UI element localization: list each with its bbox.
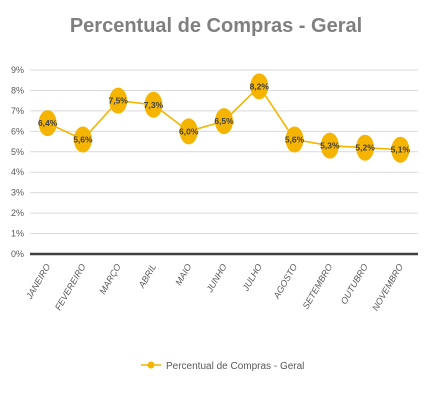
data-label: 6,4% [38, 118, 58, 128]
x-tick-label: ABRIL [136, 262, 158, 290]
data-point [391, 136, 410, 163]
x-tick-label: OUTUBRO [339, 262, 370, 306]
x-tick-label: FEVEREIRO [53, 262, 88, 312]
x-tick-label: SETEMBRO [301, 262, 335, 311]
data-label: 5,3% [320, 141, 340, 151]
chart-title: Percentual de Compras - Geral [70, 15, 362, 37]
series-line: 6,4% 5,6% 7,5% 7,3% 6,0% 6,5% 8,2% 5,6% 5,3% 5,2%… [38, 73, 411, 163]
x-tick-label: JULHO [240, 262, 264, 293]
data-label: 5,1% [391, 145, 411, 155]
data-point [144, 91, 163, 118]
data-point [38, 110, 57, 137]
data-label: 6,0% [179, 126, 199, 136]
y-tick-label: 1% [11, 229, 24, 239]
data-point [179, 118, 198, 145]
y-tick-label: 7% [11, 106, 24, 116]
legend-marker [147, 361, 155, 369]
x-tick-label: NOVEMBRO [370, 262, 405, 312]
x-tick-label: AGOSTO [271, 262, 299, 301]
y-tick-label: 2% [11, 208, 24, 218]
y-tick-label: 5% [11, 147, 24, 157]
data-point [285, 126, 304, 153]
x-tick-label: MARÇO [98, 262, 123, 296]
data-label: 5,6% [73, 135, 93, 145]
y-tick-label: 4% [11, 167, 24, 177]
legend: Percentual de Compras - Geral [141, 361, 304, 372]
x-tick-label: MAIO [173, 262, 193, 287]
data-label: 8,2% [250, 81, 270, 91]
y-tick-label: 6% [11, 126, 24, 136]
data-point [356, 134, 375, 161]
x-tick-label: JANEIRO [24, 262, 53, 302]
gridlines [30, 69, 418, 256]
y-tick-label: 0% [11, 249, 24, 259]
data-label: 6,5% [214, 116, 234, 126]
x-tick-label: JUNHO [204, 262, 229, 295]
y-tick-label: 8% [11, 85, 24, 95]
y-tick-label: 3% [11, 188, 24, 198]
data-point [320, 132, 339, 159]
data-label: 7,5% [108, 96, 128, 106]
legend-label: Percentual de Compras - Geral [166, 361, 304, 372]
data-point [215, 108, 233, 135]
data-label: 5,6% [285, 135, 305, 145]
x-axis: JANEIRO FEVEREIRO MARÇO ABRIL MAIO JUNHO JULHO… [24, 262, 405, 312]
y-tick-label: 9% [11, 65, 24, 75]
y-axis: 0% 1% 2% 3% 4% 5% 6% 7% 8% 9% [11, 65, 24, 259]
data-point [109, 87, 128, 114]
data-label: 5,2% [355, 143, 375, 153]
data-point [73, 126, 92, 153]
data-point [250, 73, 269, 100]
data-label: 7,3% [144, 100, 164, 110]
